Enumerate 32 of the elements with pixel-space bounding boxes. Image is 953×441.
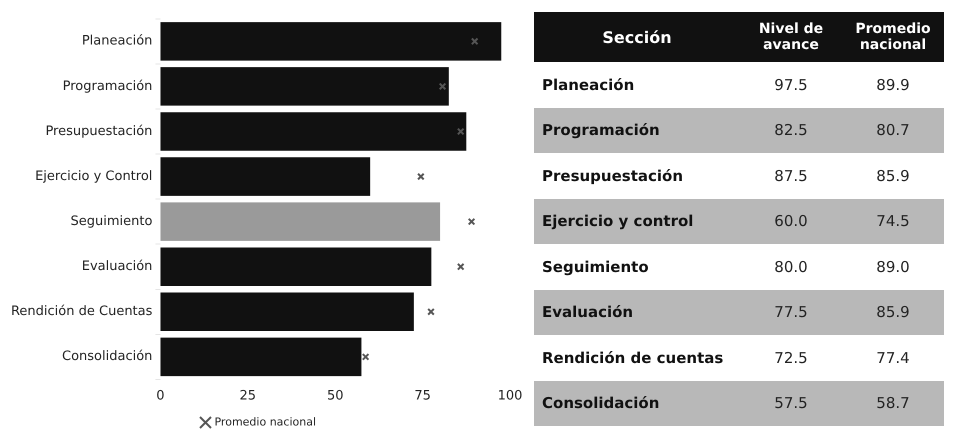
bar xyxy=(160,292,414,332)
y-tick-label: Consolidación xyxy=(62,349,152,364)
bar xyxy=(160,338,362,376)
point xyxy=(468,218,476,226)
shaded-table-row: Consolidación 57.5 58.7 xyxy=(534,380,944,426)
point xyxy=(456,128,465,136)
x-tick-label: 100 xyxy=(498,388,522,404)
bar xyxy=(160,202,440,241)
shaded-table-row: Evaluación 77.5 85.9 xyxy=(534,290,944,335)
point xyxy=(438,82,446,90)
point xyxy=(362,353,370,361)
bar xyxy=(160,67,449,106)
y-tick-label: Seguimiento xyxy=(70,214,152,230)
y-tick-label: Presupuestación xyxy=(45,124,152,139)
y-tick-label: Rendición de Cuentas xyxy=(10,304,153,320)
y-tick-label: Ejercicio y Control xyxy=(35,168,152,184)
point xyxy=(470,38,479,46)
y-tick-label: Programación xyxy=(62,78,152,94)
y-tick-label: Evaluación xyxy=(82,259,152,274)
legend-label: Promedio nacional xyxy=(214,415,316,428)
point xyxy=(417,172,425,180)
y-tick-label: Planeación xyxy=(82,34,152,49)
bar xyxy=(160,247,432,286)
x-tick-label: 25 xyxy=(240,388,256,404)
bar xyxy=(160,157,370,196)
bar xyxy=(160,22,502,61)
x-tick-label: 75 xyxy=(414,388,431,404)
x-tick-label: 50 xyxy=(326,388,344,404)
point xyxy=(427,308,435,316)
bar xyxy=(160,112,466,151)
x-tick-label: 0 xyxy=(156,388,165,404)
point xyxy=(456,262,465,271)
